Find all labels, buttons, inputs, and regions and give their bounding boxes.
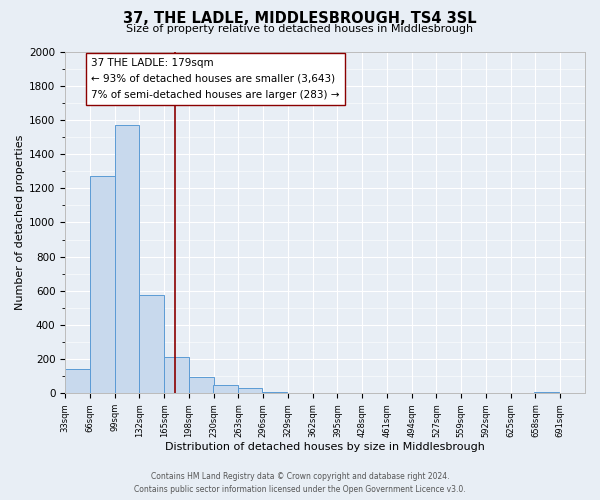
Text: Contains HM Land Registry data © Crown copyright and database right 2024.
Contai: Contains HM Land Registry data © Crown c… <box>134 472 466 494</box>
Bar <box>238 388 262 394</box>
Bar <box>164 356 189 394</box>
Bar <box>139 295 164 394</box>
Text: 37 THE LADLE: 179sqm
← 93% of detached houses are smaller (3,643)
7% of semi-det: 37 THE LADLE: 179sqm ← 93% of detached h… <box>91 58 340 100</box>
Y-axis label: Number of detached properties: Number of detached properties <box>15 134 25 310</box>
Text: 37, THE LADLE, MIDDLESBROUGH, TS4 3SL: 37, THE LADLE, MIDDLESBROUGH, TS4 3SL <box>123 11 477 26</box>
Bar <box>534 392 559 394</box>
Bar <box>65 370 90 394</box>
Bar <box>262 392 287 394</box>
Bar <box>90 176 115 394</box>
Bar <box>189 377 214 394</box>
X-axis label: Distribution of detached houses by size in Middlesbrough: Distribution of detached houses by size … <box>165 442 485 452</box>
Bar <box>115 125 139 394</box>
Bar <box>213 385 238 394</box>
Text: Size of property relative to detached houses in Middlesbrough: Size of property relative to detached ho… <box>127 24 473 34</box>
